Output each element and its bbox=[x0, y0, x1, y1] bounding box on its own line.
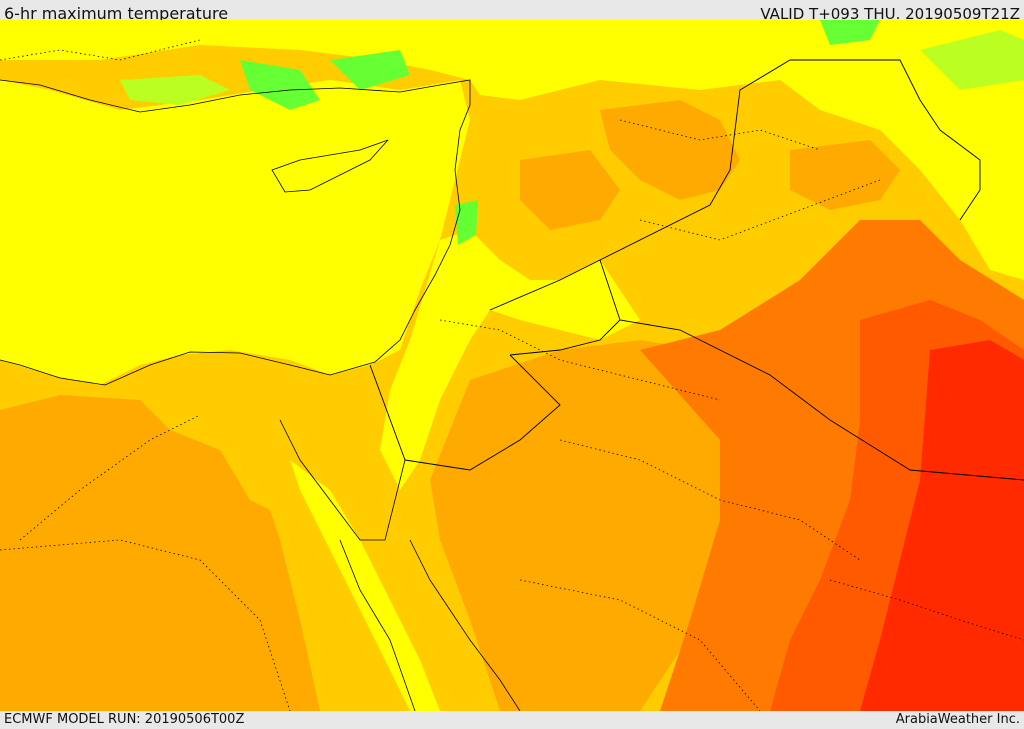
coastline bbox=[0, 79, 471, 386]
syria-orange-patch bbox=[520, 150, 620, 230]
southeast-deep-red-field bbox=[860, 340, 1024, 711]
sinai-coastline bbox=[279, 419, 406, 541]
admin-boundaries bbox=[0, 39, 1024, 711]
model-run: ECMWF MODEL RUN: 20190506T00Z bbox=[4, 712, 245, 727]
temperature-map[interactable] bbox=[0, 20, 1024, 711]
turkey-light-green bbox=[120, 75, 230, 105]
lebanon-green-patch bbox=[455, 200, 478, 245]
turkey-light-green bbox=[920, 30, 1024, 90]
header-bar: 6-hr maximum temperature VALID T+093 THU… bbox=[0, 0, 1024, 23]
credit-label: ArabiaWeather Inc. bbox=[895, 712, 1020, 727]
map-canvas bbox=[0, 20, 1024, 711]
turkey-green-patch bbox=[820, 20, 880, 45]
turkey-orange-patch bbox=[790, 140, 900, 210]
map-title: 6-hr maximum temperature bbox=[4, 4, 229, 23]
turkey-yellow-field bbox=[0, 20, 1024, 280]
border-line bbox=[509, 319, 621, 356]
red-sea-yellow bbox=[290, 460, 440, 711]
turkey-green-patch bbox=[240, 60, 320, 110]
border-line bbox=[369, 354, 561, 471]
mediterranean-sea bbox=[0, 80, 470, 385]
red-sea-coastline bbox=[339, 539, 521, 711]
footer-bar: ECMWF MODEL RUN: 20190506T00Z ArabiaWeat… bbox=[0, 711, 1024, 729]
turkey-green-patch bbox=[330, 50, 410, 90]
levant-yellow-field bbox=[380, 230, 640, 490]
egypt-yellow-patch bbox=[140, 390, 330, 520]
turkey-orange-patch bbox=[600, 100, 740, 200]
valid-time: VALID T+093 THU. 20190509T21Z bbox=[760, 5, 1020, 23]
cyprus-outline bbox=[271, 139, 389, 193]
